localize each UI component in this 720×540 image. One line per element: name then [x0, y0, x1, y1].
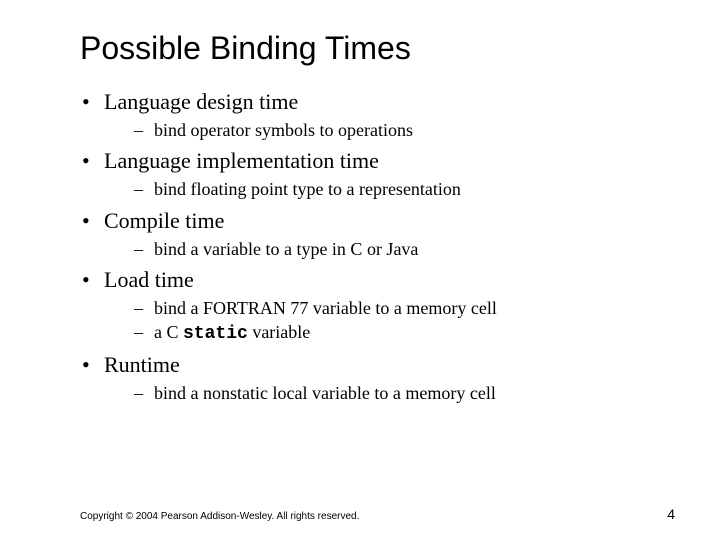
sub-text: bind operator symbols to operations — [154, 120, 413, 140]
sub-list: bind operator symbols to operations — [134, 119, 670, 142]
sub-list: bind a variable to a type in C or Java — [134, 238, 670, 261]
bullet-label: Load time — [104, 267, 194, 292]
code-text: static — [183, 324, 248, 344]
bullet-item: Language implementation time bind floati… — [82, 148, 670, 201]
copyright-footer: Copyright © 2004 Pearson Addison-Wesley.… — [80, 511, 670, 522]
sub-text-post: variable — [248, 322, 310, 342]
bullet-item: Runtime bind a nonstatic local variable … — [82, 352, 670, 405]
sub-text-pre: a C — [154, 322, 183, 342]
slide: Possible Binding Times Language design t… — [0, 0, 720, 540]
slide-title: Possible Binding Times — [80, 30, 670, 67]
page-number: 4 — [667, 506, 675, 522]
sub-item: bind a nonstatic local variable to a mem… — [134, 382, 670, 405]
bullet-label: Language implementation time — [104, 148, 379, 173]
bullet-label: Language design time — [104, 89, 298, 114]
bullet-item: Compile time bind a variable to a type i… — [82, 208, 670, 261]
sub-text: bind a variable to a type in C or Java — [154, 239, 418, 259]
sub-item: bind a FORTRAN 77 variable to a memory c… — [134, 297, 670, 320]
sub-item: bind a variable to a type in C or Java — [134, 238, 670, 261]
sub-text: bind a nonstatic local variable to a mem… — [154, 383, 496, 403]
sub-list: bind a FORTRAN 77 variable to a memory c… — [134, 297, 670, 346]
bullet-item: Load time bind a FORTRAN 77 variable to … — [82, 267, 670, 346]
sub-item: bind floating point type to a representa… — [134, 178, 670, 201]
sub-text: bind a FORTRAN 77 variable to a memory c… — [154, 298, 497, 318]
bullet-label: Compile time — [104, 208, 224, 233]
sub-text: bind floating point type to a representa… — [154, 179, 461, 199]
sub-list: bind a nonstatic local variable to a mem… — [134, 382, 670, 405]
sub-item: a C static variable — [134, 321, 670, 346]
bullet-item: Language design time bind operator symbo… — [82, 89, 670, 142]
sub-item: bind operator symbols to operations — [134, 119, 670, 142]
bullet-list: Language design time bind operator symbo… — [82, 89, 670, 405]
sub-list: bind floating point type to a representa… — [134, 178, 670, 201]
bullet-label: Runtime — [104, 352, 180, 377]
